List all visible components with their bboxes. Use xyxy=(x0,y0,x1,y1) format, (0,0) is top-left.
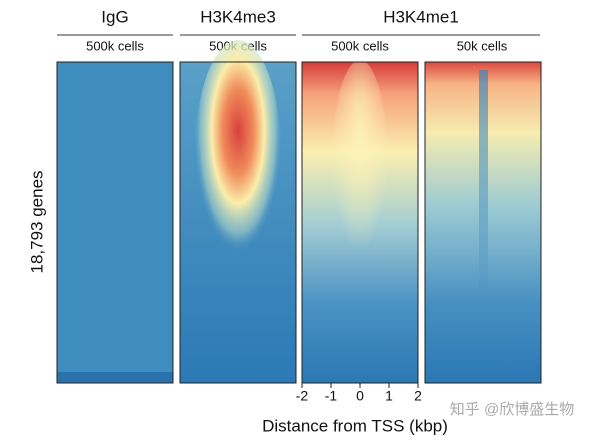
panel-subtitle: 500k cells xyxy=(331,38,389,53)
x-tick-label: 1 xyxy=(385,388,393,404)
heatmap-h3k4me1-500k xyxy=(301,60,419,384)
watermark: 知乎 @欣博盛生物 xyxy=(450,401,574,418)
x-tick-label: -1 xyxy=(325,388,338,404)
heatmap-h3k4me3 xyxy=(179,40,297,384)
heatmap-igg xyxy=(56,61,174,384)
heatmap-h3k4me1-50k xyxy=(424,61,542,384)
group-title: IgG xyxy=(101,7,128,26)
panel-subtitle: 50k cells xyxy=(457,38,508,53)
x-tick-label: 2 xyxy=(414,388,422,404)
panel-subtitle: 500k cells xyxy=(86,38,144,53)
x-tick-label: 0 xyxy=(356,388,364,404)
group-title: H3K4me1 xyxy=(383,7,459,26)
x-tick-label: -2 xyxy=(296,388,309,404)
x-axis-label: Distance from TSS (kbp) xyxy=(262,416,448,435)
group-title: H3K4me3 xyxy=(200,7,276,26)
y-axis-label: 18,793 genes xyxy=(27,170,46,273)
